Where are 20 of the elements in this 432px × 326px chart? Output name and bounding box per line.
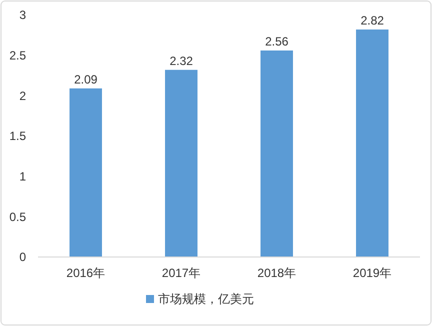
x-tick-label: 2016年 <box>66 266 106 280</box>
y-tick-label: 1 <box>19 170 26 184</box>
y-tick-label: 0 <box>19 250 26 264</box>
x-tick-label: 2017年 <box>162 266 201 280</box>
data-label: 2.56 <box>265 34 289 48</box>
bar <box>356 30 388 257</box>
y-tick-label: 1.5 <box>9 129 26 144</box>
y-tick-label: 0.5 <box>9 210 26 224</box>
bar <box>165 70 198 257</box>
x-tick-label: 2019年 <box>352 266 392 280</box>
bar <box>70 88 102 257</box>
bar <box>260 50 293 257</box>
y-tick-label: 2 <box>19 88 26 103</box>
data-label: 2.32 <box>170 54 194 68</box>
y-tick-label: 2.5 <box>9 48 26 63</box>
legend-label: 市场规模，亿美元 <box>158 292 254 306</box>
x-tick-label: 2018年 <box>257 266 296 280</box>
data-label: 2.82 <box>360 14 384 28</box>
data-label: 2.09 <box>74 72 98 86</box>
y-tick-label: 3 <box>19 8 26 22</box>
